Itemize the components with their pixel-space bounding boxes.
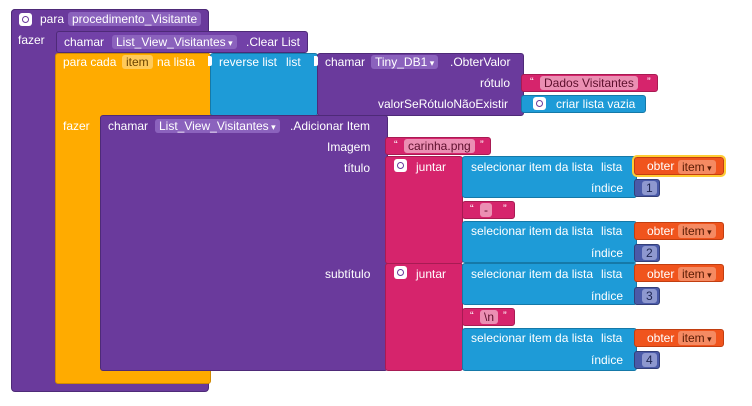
get-var-dropdown-3[interactable]: item [678,267,716,281]
reverse-label: reverse list [219,55,278,69]
select-item-block-1[interactable] [462,156,637,198]
index-number-2[interactable]: 2 [642,246,657,260]
close-quote-icon: ” [503,203,507,215]
open-quote-icon: “ [470,310,474,322]
index-number-3[interactable]: 3 [642,289,657,303]
open-quote-icon: “ [530,76,534,88]
join-title-label: juntar [416,160,447,174]
gear-icon[interactable] [394,266,407,279]
additem-method-label: .Adicionar Item [290,119,371,133]
procedure-do-label: fazer [18,33,45,47]
select-label-4: selecionar item da lista [471,331,594,345]
empty-list-label: criar lista vazia [556,97,636,111]
close-quote-icon: ” [503,310,507,322]
select-index-label-2: índice [591,246,624,260]
foreach-prefix: para cada [63,55,117,69]
getvalue-call-label: chamar [325,55,366,69]
getvalue-socket [314,56,318,66]
getvalue-component-dropdown[interactable]: Tiny_DB1 [371,55,439,69]
reverse-socket [208,56,212,66]
reverse-param: list [286,55,301,69]
gear-icon[interactable] [19,13,32,26]
getvalue-method-label: .ObterValor [450,55,511,69]
additem-block[interactable] [100,115,388,371]
select-index-label-1: índice [591,181,624,195]
additem-call-label: chamar [108,119,149,133]
image-string-field[interactable]: carinha.png [404,139,475,153]
select-list-label-1: lista [601,160,623,174]
close-quote-icon: ” [647,76,651,88]
foreach-suffix: na lista [157,55,196,69]
additem-subtitle-label: subtítulo [325,267,371,281]
select-list-label-3: lista [601,267,623,281]
foreach-var-field[interactable]: item [122,55,153,69]
clear-method-label: .Clear List [246,35,301,49]
select-label-2: selecionar item da lista [471,224,594,238]
empty-list-block[interactable] [521,95,646,113]
get-label-2: obter [647,224,675,238]
select-list-label-4: lista [601,331,623,345]
get-var-dropdown-4[interactable]: item [678,331,716,345]
foreach-do-label: fazer [63,119,90,133]
procedure-keyword: para [40,12,65,26]
additem-image-label: Imagem [327,140,371,154]
additem-title-label: título [344,161,371,175]
select-label-3: selecionar item da lista [471,267,594,281]
open-quote-icon: “ [394,139,398,151]
select-index-label-3: índice [591,289,624,303]
select-item-block-2[interactable] [462,221,637,263]
clear-component-dropdown[interactable]: List_View_Visitantes [112,35,237,49]
getvalue-tag-label: rótulo [480,76,511,90]
get-var-dropdown-1[interactable]: item [678,160,716,174]
select-index-label-4: índice [591,353,624,367]
get-label-4: obter [647,331,675,345]
index-number-1[interactable]: 1 [642,181,657,195]
gear-icon[interactable] [533,97,546,110]
newline-string-field[interactable]: \n [480,310,499,324]
select-label-1: selecionar item da lista [471,160,594,174]
get-var-dropdown-2[interactable]: item [678,224,716,238]
select-item-block-4[interactable] [462,328,637,371]
tag-string-field[interactable]: Dados Visitantes [540,76,638,90]
getvalue-default-label: valorSeRótuloNãoExistir [378,97,509,111]
get-label-1: obter [647,159,675,173]
dash-string-field[interactable]: - [480,203,492,217]
gear-icon[interactable] [394,159,407,172]
join-title-block[interactable] [385,156,463,264]
join-subtitle-block[interactable] [385,263,463,371]
index-number-4[interactable]: 4 [642,353,657,367]
select-list-label-2: lista [601,224,623,238]
open-quote-icon: “ [470,203,474,215]
join-subtitle-label: juntar [416,267,447,281]
close-quote-icon: ” [480,139,484,151]
select-item-block-3[interactable] [462,263,637,305]
procedure-name-field[interactable]: procedimento_Visitante [68,12,202,26]
clear-call-label: chamar [64,35,105,49]
additem-component-dropdown[interactable]: List_View_Visitantes [155,119,280,133]
get-label-3: obter [647,267,675,281]
getvalue-block[interactable] [317,53,524,116]
